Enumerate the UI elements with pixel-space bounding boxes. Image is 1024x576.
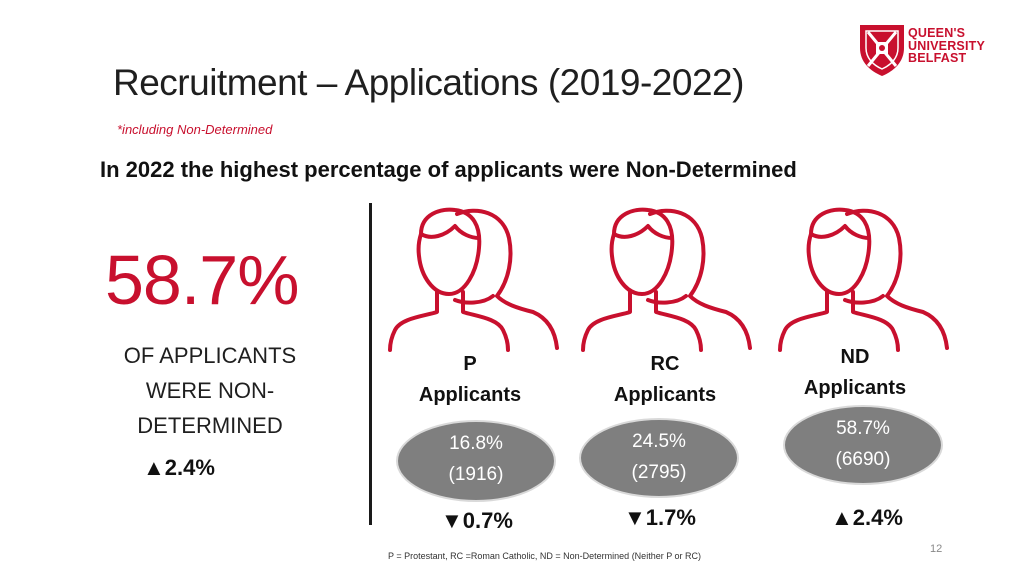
page-number: 12	[930, 543, 943, 555]
group-label-nd: ND Applicants	[775, 342, 935, 404]
stat-count: (2795)	[631, 462, 687, 483]
university-logo	[860, 25, 904, 76]
stat-pill-rc: 24.5% (2795)	[579, 418, 739, 498]
group-code: P	[463, 353, 477, 375]
change-rc: ▼1.7%	[624, 505, 696, 530]
highlight-change: ▲2.4%	[143, 455, 215, 480]
stat-percent: 16.8%	[449, 433, 503, 454]
group-label-p: P Applicants	[390, 349, 550, 411]
applicants-people-icon	[581, 207, 752, 352]
group-sub: Applicants	[803, 377, 907, 399]
logo-line-3: BELFAST	[908, 51, 967, 65]
stat-count: (1916)	[448, 464, 504, 485]
slide-title: Recruitment – Applications (2019-2022)	[113, 62, 744, 103]
headline: In 2022 the highest percentage of applic…	[100, 157, 797, 182]
caption-line-1: OF APPLICANTS	[123, 343, 297, 368]
group-sub: Applicants	[613, 384, 717, 406]
stat-pill-nd: 58.7% (6690)	[783, 405, 943, 485]
stat-pill-p: 16.8% (1916)	[396, 420, 556, 502]
legend-footnote: P = Protestant, RC =Roman Catholic, ND =…	[388, 551, 702, 561]
applicants-people-icon	[778, 207, 949, 352]
highlight-percent: 58.7%	[105, 241, 299, 319]
group-sub: Applicants	[418, 384, 522, 406]
caption-line-3: DETERMINED	[137, 413, 283, 438]
group-label-rc: RC Applicants	[585, 349, 745, 411]
logo-line-1: QUEEN'S	[908, 26, 966, 40]
vertical-divider	[369, 203, 372, 525]
caption-line-2: WERE NON-	[145, 378, 275, 403]
applicants-people-icon	[388, 207, 559, 352]
logo-text: QUEEN'S UNIVERSITY BELFAST	[908, 27, 985, 65]
change-nd: ▲2.4%	[831, 505, 903, 530]
logo-line-2: UNIVERSITY	[908, 38, 986, 53]
group-code: RC	[650, 353, 680, 375]
footnote-asterisk: *including Non-Determined	[117, 122, 273, 137]
stat-percent: 58.7%	[836, 418, 890, 439]
stat-count: (6690)	[835, 449, 891, 470]
change-p: ▼0.7%	[441, 508, 513, 533]
group-code: ND	[840, 346, 870, 368]
stat-percent: 24.5%	[632, 431, 686, 452]
highlight-caption: OF APPLICANTS WERE NON- DETERMINED	[100, 338, 320, 443]
